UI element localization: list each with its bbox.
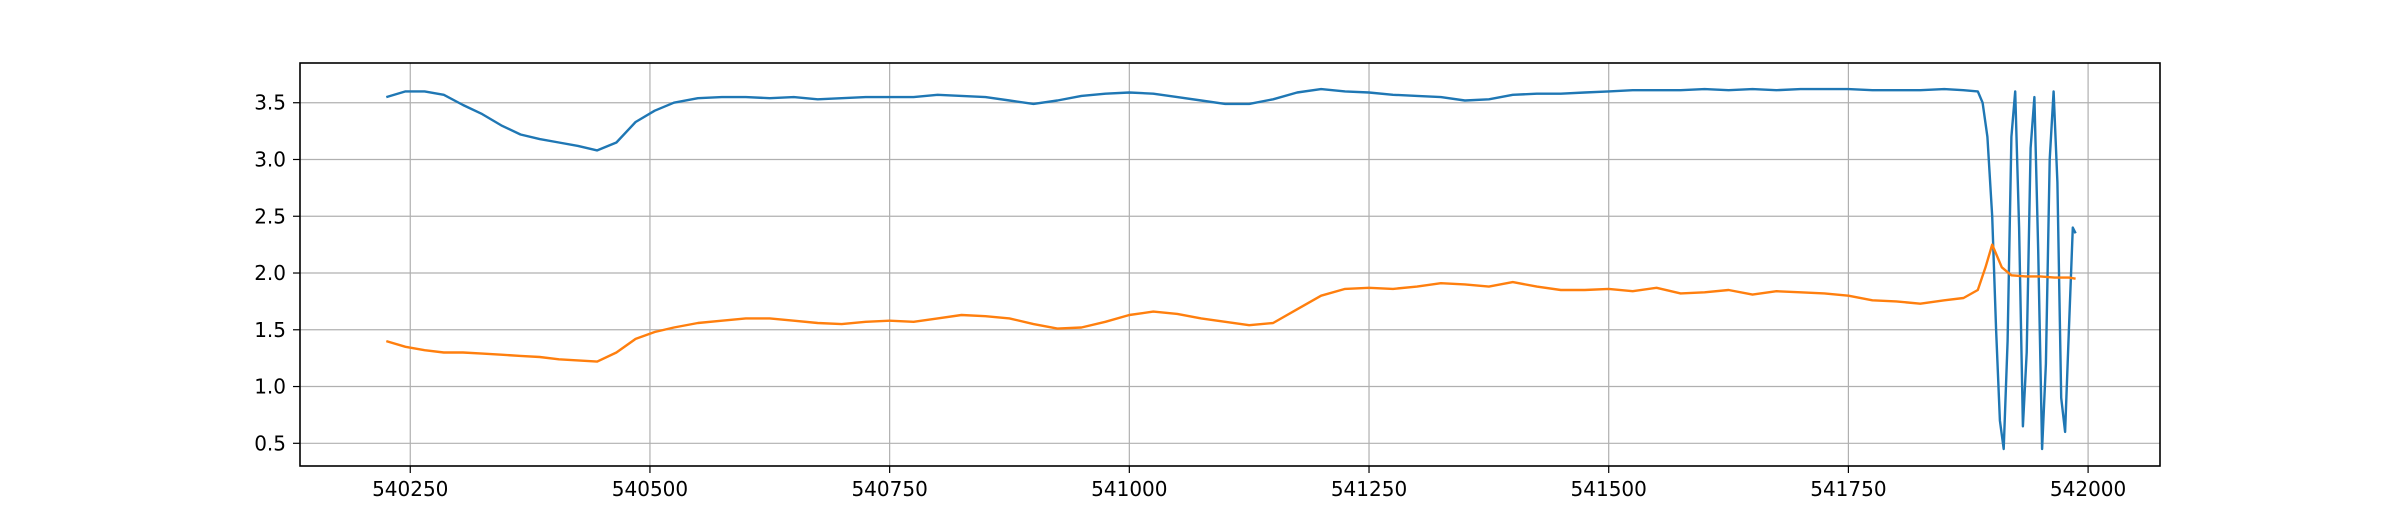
y-tick-label: 1.5 (254, 318, 286, 342)
x-tick-label: 540750 (851, 477, 927, 501)
x-tick-label: 541250 (1331, 477, 1407, 501)
x-tick-label: 540250 (372, 477, 448, 501)
y-tick-label: 2.0 (254, 261, 286, 285)
y-tick-label: 3.0 (254, 147, 286, 171)
series-line-1 (385, 87, 2077, 451)
x-tick-label: 541000 (1091, 477, 1167, 501)
y-tick-label: 3.5 (254, 91, 286, 115)
plot-frame (299, 62, 2161, 467)
plot-area (300, 63, 2160, 466)
axes: 540250 540500 540750 541000 541250 541500 5417… (254, 91, 2126, 501)
x-tick-label: 540500 (612, 477, 688, 501)
series-line-2 (385, 243, 2076, 363)
y-tick-label: 1.0 (254, 375, 286, 399)
x-tick-label: 541500 (1571, 477, 1647, 501)
x-tick-label: 541750 (1810, 477, 1886, 501)
y-tick-label: 2.5 (254, 204, 286, 228)
series-group (385, 87, 2077, 451)
y-tick-label: 0.5 (254, 431, 286, 455)
x-tick-label: 542000 (2050, 477, 2126, 501)
